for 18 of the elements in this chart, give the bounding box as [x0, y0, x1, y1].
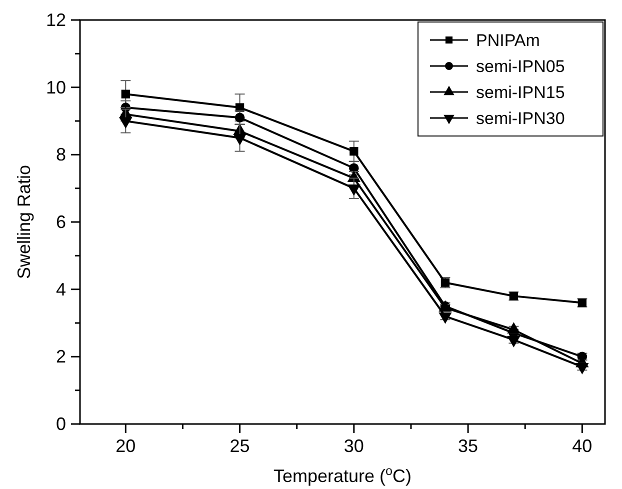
x-axis-title: Temperature ($^{o}$C) [273, 464, 412, 486]
y-tick-label: 8 [56, 144, 66, 165]
y-tick-label: 6 [56, 212, 66, 232]
y-tick-label: 4 [56, 279, 66, 300]
x-tick-label: 25 [230, 436, 250, 456]
legend-label: semi-IPN15 [476, 83, 565, 102]
y-tick-label: 10 [46, 77, 66, 98]
x-tick-label: 20 [116, 436, 136, 456]
legend-label: semi-IPN05 [476, 57, 565, 76]
y-axis-title: Swelling Ratio [14, 164, 34, 280]
y-tick-label: 12 [46, 10, 66, 30]
x-tick-label: 40 [572, 436, 592, 456]
y-tick-label: 2 [56, 346, 66, 367]
x-tick-label: 35 [458, 436, 478, 456]
legend-label: semi-IPN30 [476, 109, 565, 128]
x-tick-label: 30 [344, 436, 364, 456]
y-tick-label: 0 [56, 414, 66, 434]
legend-label: PNIPAm [476, 31, 540, 50]
